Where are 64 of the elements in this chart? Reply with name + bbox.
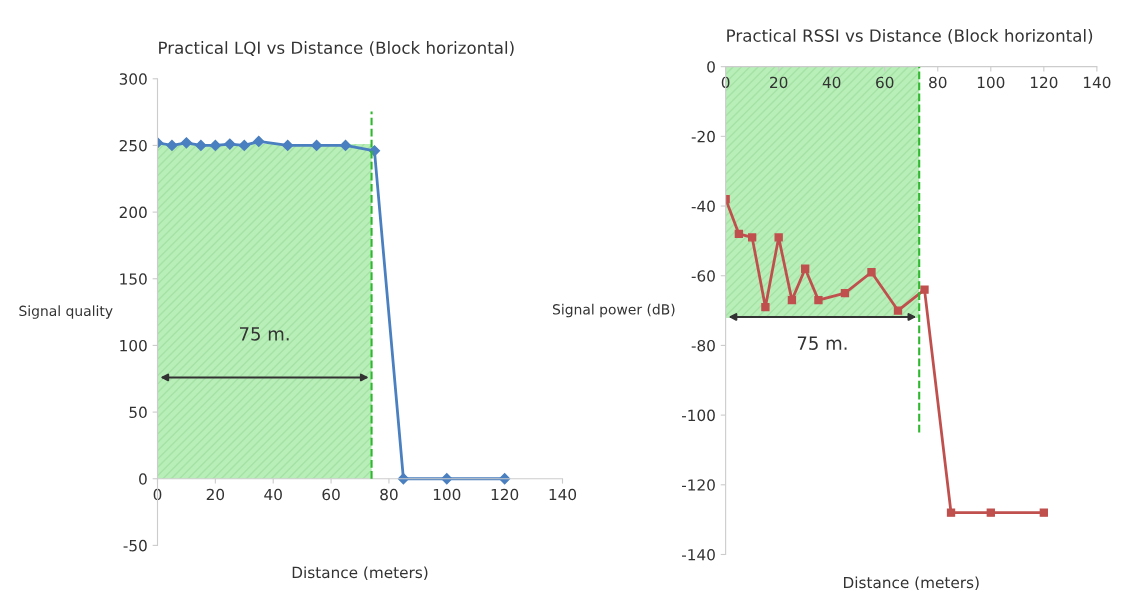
point [1039, 508, 1049, 517]
point [867, 268, 876, 277]
annotation: 75 m. [797, 336, 847, 350]
y-tick-label: -50 [123, 539, 147, 552]
point [311, 139, 323, 152]
y-tick-label: 150 [120, 273, 147, 285]
x-tick-label: 60 [322, 488, 340, 501]
point [893, 306, 903, 315]
point [734, 229, 744, 239]
point [946, 508, 956, 517]
point [761, 302, 770, 312]
point [253, 135, 265, 148]
point [801, 264, 810, 273]
y-tick-label: -100 [681, 409, 715, 422]
y-tick-label: -120 [681, 479, 715, 491]
y-tick-label: -80 [691, 339, 715, 352]
x-tick-label: 100 [433, 488, 461, 501]
point [774, 233, 783, 242]
chart-title: Practical RSSI vs Distance (Block horizontal) [727, 29, 1093, 44]
y-tick-label: 200 [119, 206, 147, 219]
x-tick-label: 80 [380, 488, 398, 501]
point [814, 295, 823, 305]
point [787, 295, 797, 305]
point [224, 138, 236, 150]
point [339, 139, 352, 152]
x-tick-label: 40 [822, 76, 841, 89]
y-tick-label: -40 [691, 200, 715, 213]
x-tick-label: 40 [264, 488, 282, 501]
point [282, 139, 294, 152]
y-axis-title: Signal power (dB) [552, 303, 675, 318]
x-axis-title: Distance (meters) [844, 576, 979, 591]
y-tick-label: 0 [707, 61, 715, 73]
x-axis-title: Distance (meters) [292, 566, 428, 581]
point [747, 233, 757, 242]
point [397, 473, 409, 485]
y-tick-label: -140 [681, 548, 715, 561]
point [209, 139, 221, 152]
point [920, 285, 929, 294]
x-tick-label: 140 [549, 488, 577, 501]
point [166, 139, 178, 152]
x-tick-label: 80 [929, 76, 947, 89]
x-tick-label: 100 [977, 76, 1005, 89]
annotation: 75 m. [240, 327, 289, 341]
y-tick-label: 0 [139, 473, 147, 485]
point [180, 137, 193, 149]
x-tick-label: 20 [770, 76, 788, 89]
x-tick-label: 20 [206, 488, 225, 501]
x-tick-label: 0 [721, 76, 730, 89]
y-tick-label: -60 [691, 270, 715, 282]
point [840, 288, 850, 298]
y-tick-label: 100 [120, 339, 147, 352]
y-tick-label: 300 [119, 73, 147, 85]
x-tick-label: 120 [491, 488, 519, 501]
x-tick-label: 60 [876, 76, 894, 89]
y-tick-label: 250 [119, 139, 147, 152]
x-tick-label: 120 [1030, 76, 1058, 89]
y-tick-label: 50 [129, 406, 147, 419]
point [195, 139, 207, 152]
y-tick-label: -20 [691, 130, 715, 143]
chart-title: Practical LQI vs Distance (Block horizontal) [159, 41, 514, 56]
x-tick-label: 140 [1083, 76, 1111, 89]
point [238, 139, 250, 152]
point [986, 508, 995, 517]
y-axis-title: Signal quality [19, 305, 113, 319]
